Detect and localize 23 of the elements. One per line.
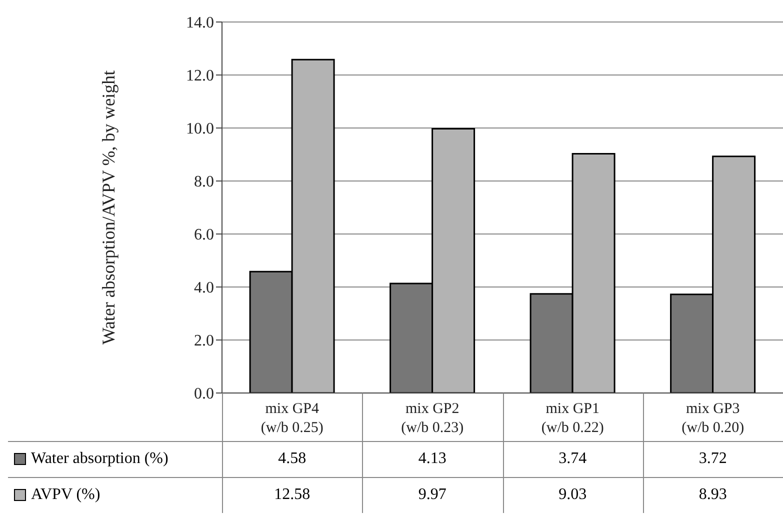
- data-label: 9.97: [417, 485, 448, 505]
- y-tick-label: 10.0: [186, 120, 214, 138]
- data-label: 12.58: [273, 485, 312, 505]
- y-tick-label: 4.0: [194, 280, 214, 297]
- y-tick-label: 0.0: [194, 386, 214, 403]
- y-tick-label: 14.0: [186, 14, 214, 32]
- data-label: 9.03: [558, 485, 588, 505]
- x-tick-label: mix GP2 (w/b 0.23): [401, 401, 464, 436]
- data-label: 3.74: [558, 449, 588, 469]
- data-label: 4.13: [417, 449, 448, 469]
- legend-label: Water absorption (%): [31, 450, 168, 468]
- y-tick-label: 2.0: [194, 332, 214, 350]
- y-tick-label: 8.0: [194, 174, 214, 191]
- y-axis-title: Water absorption/AVPV %, by weight: [98, 70, 118, 345]
- legend-label: AVPV (%): [31, 486, 100, 504]
- x-tick-label: mix GP3 (w/b 0.20): [682, 401, 744, 436]
- x-tick-label: mix GP4 (w/b 0.25): [260, 401, 324, 436]
- y-tick-label: 12.0: [186, 68, 214, 85]
- data-label: 8.93: [698, 485, 728, 505]
- data-label: 3.72: [698, 449, 728, 469]
- x-tick-label: mix GP1 (w/b 0.22): [541, 401, 604, 436]
- y-tick-label: 6.0: [194, 226, 214, 244]
- data-label: 4.58: [277, 449, 308, 469]
